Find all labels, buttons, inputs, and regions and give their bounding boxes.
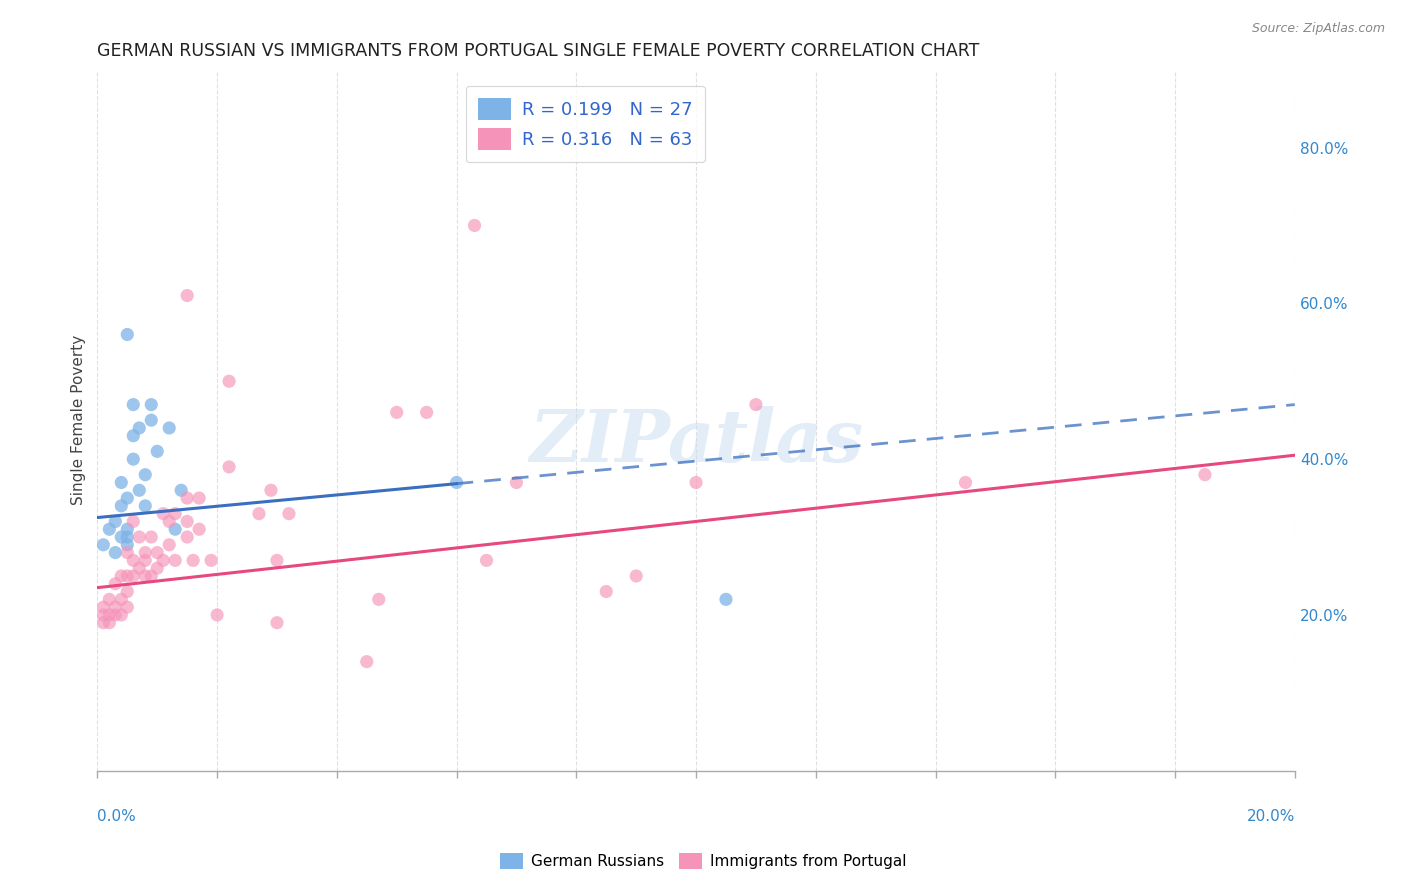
Point — [141, 569, 163, 583]
Point — [165, 522, 187, 536]
Point — [141, 530, 163, 544]
Point — [128, 530, 150, 544]
Point — [128, 421, 150, 435]
Point — [91, 538, 114, 552]
Point — [98, 522, 121, 536]
Point — [104, 600, 127, 615]
Point — [200, 553, 222, 567]
Point — [117, 600, 139, 615]
Text: GERMAN RUSSIAN VS IMMIGRANTS FROM PORTUGAL SINGLE FEMALE POVERTY CORRELATION CHA: GERMAN RUSSIAN VS IMMIGRANTS FROM PORTUG… — [97, 42, 980, 60]
Point — [104, 546, 127, 560]
Point — [176, 288, 198, 302]
Point — [91, 615, 114, 630]
Point — [205, 607, 228, 622]
Point — [117, 569, 139, 583]
Point — [218, 374, 240, 388]
Text: ZIPatlas: ZIPatlas — [529, 406, 863, 476]
Point — [188, 522, 211, 536]
Point — [176, 515, 198, 529]
Point — [356, 655, 378, 669]
Legend: R = 0.199   N = 27, R = 0.316   N = 63: R = 0.199 N = 27, R = 0.316 N = 63 — [465, 86, 704, 162]
Text: 0.0%: 0.0% — [97, 809, 136, 824]
Point — [165, 553, 187, 567]
Point — [176, 491, 198, 505]
Point — [446, 475, 468, 490]
Point — [624, 569, 647, 583]
Y-axis label: Single Female Poverty: Single Female Poverty — [72, 335, 86, 505]
Point — [134, 569, 156, 583]
Point — [955, 475, 977, 490]
Point — [415, 405, 437, 419]
Point — [110, 592, 132, 607]
Point — [165, 507, 187, 521]
Point — [98, 615, 121, 630]
Point — [104, 607, 127, 622]
Point — [181, 553, 204, 567]
Point — [134, 499, 156, 513]
Point — [91, 600, 114, 615]
Point — [98, 607, 121, 622]
Point — [745, 398, 768, 412]
Point — [117, 491, 139, 505]
Point — [152, 507, 174, 521]
Point — [1194, 467, 1216, 482]
Point — [188, 491, 211, 505]
Point — [104, 576, 127, 591]
Point — [122, 452, 145, 467]
Point — [128, 561, 150, 575]
Point — [714, 592, 737, 607]
Point — [110, 499, 132, 513]
Point — [170, 483, 193, 498]
Point — [122, 515, 145, 529]
Point — [110, 475, 132, 490]
Point — [475, 553, 498, 567]
Point — [122, 429, 145, 443]
Point — [176, 530, 198, 544]
Point — [134, 546, 156, 560]
Point — [247, 507, 270, 521]
Point — [141, 398, 163, 412]
Text: Source: ZipAtlas.com: Source: ZipAtlas.com — [1251, 22, 1385, 36]
Point — [117, 584, 139, 599]
Point — [110, 530, 132, 544]
Point — [685, 475, 707, 490]
Point — [122, 569, 145, 583]
Point — [464, 219, 486, 233]
Point — [104, 515, 127, 529]
Point — [98, 592, 121, 607]
Point — [278, 507, 301, 521]
Point — [146, 444, 169, 458]
Point — [157, 421, 180, 435]
Point — [141, 413, 163, 427]
Point — [385, 405, 408, 419]
Point — [146, 546, 169, 560]
Point — [117, 327, 139, 342]
Point — [117, 530, 139, 544]
Point — [128, 483, 150, 498]
Point — [146, 561, 169, 575]
Point — [505, 475, 527, 490]
Point — [152, 553, 174, 567]
Point — [134, 553, 156, 567]
Point — [91, 607, 114, 622]
Point — [260, 483, 283, 498]
Point — [266, 553, 288, 567]
Point — [595, 584, 617, 599]
Text: 20.0%: 20.0% — [1246, 809, 1295, 824]
Point — [110, 569, 132, 583]
Point — [157, 515, 180, 529]
Point — [122, 553, 145, 567]
Point — [367, 592, 389, 607]
Point — [117, 546, 139, 560]
Point — [266, 615, 288, 630]
Point — [122, 398, 145, 412]
Legend: German Russians, Immigrants from Portugal: German Russians, Immigrants from Portuga… — [494, 847, 912, 875]
Point — [134, 467, 156, 482]
Point — [218, 459, 240, 474]
Point — [117, 538, 139, 552]
Point — [110, 607, 132, 622]
Point — [117, 522, 139, 536]
Point — [157, 538, 180, 552]
